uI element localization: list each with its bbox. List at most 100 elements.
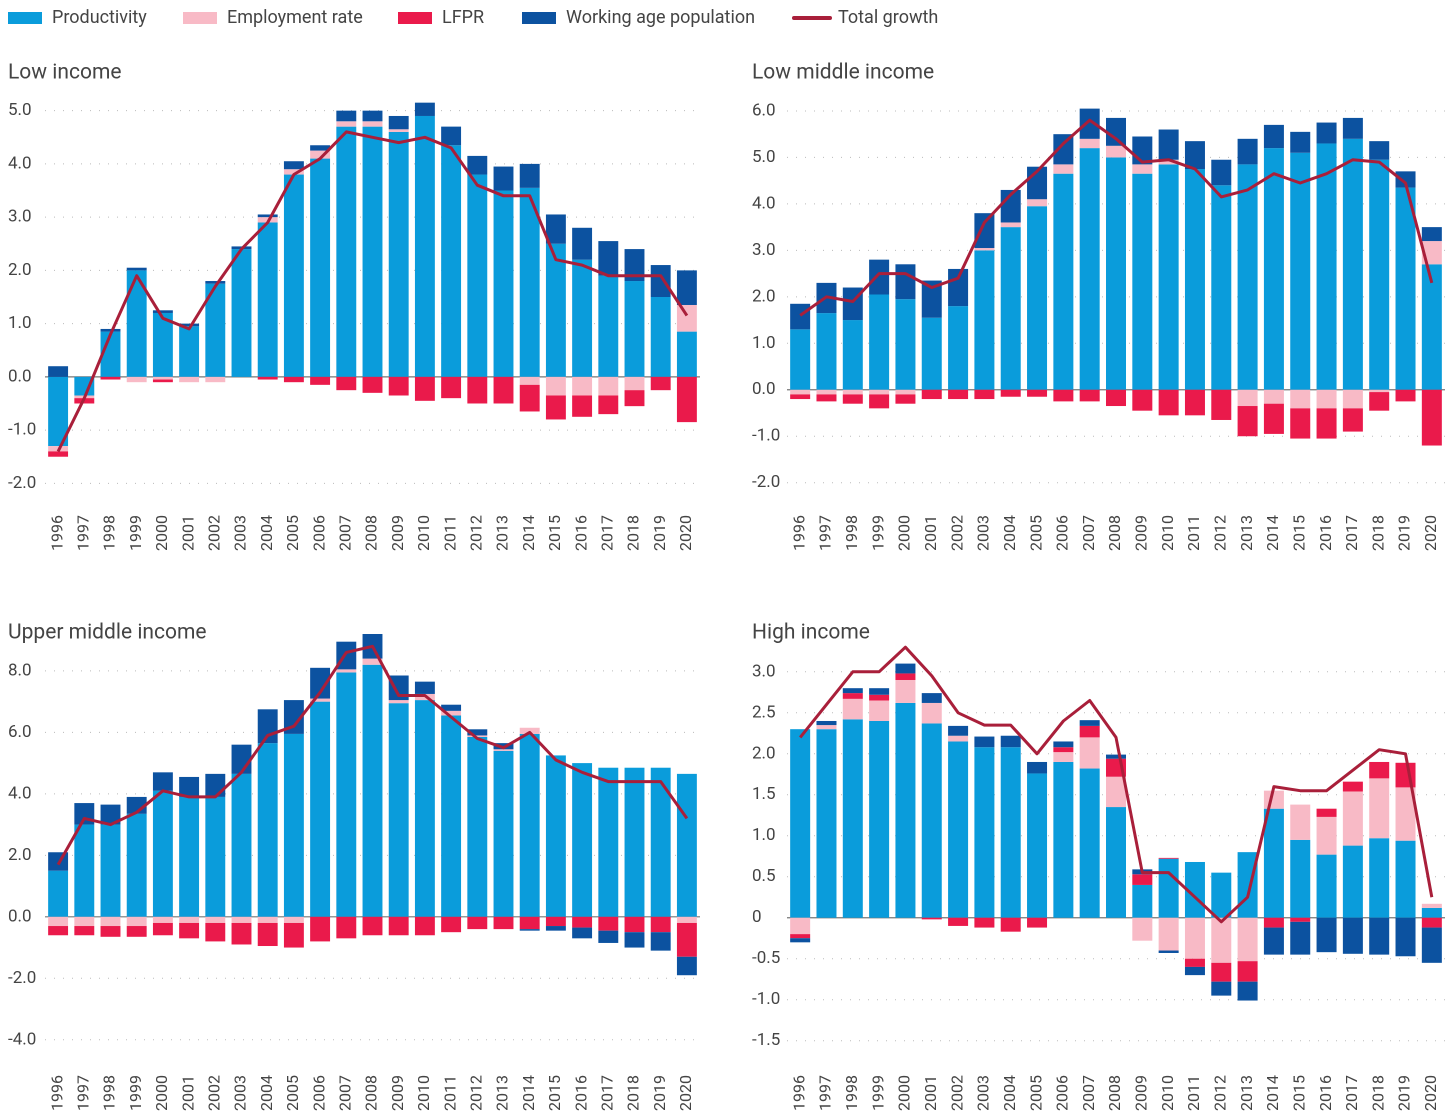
bar-segment xyxy=(388,131,409,377)
bar-segment xyxy=(179,922,200,939)
bar-segment xyxy=(1158,159,1179,165)
legend-swatch xyxy=(183,12,217,24)
bar-segment xyxy=(1421,927,1442,963)
bar-segment xyxy=(283,161,304,170)
bar-segment xyxy=(1263,148,1284,390)
bar-segment xyxy=(205,773,226,797)
bar-segment xyxy=(1290,917,1311,922)
x-tick-label: 1996 xyxy=(789,1075,808,1111)
bar-segment xyxy=(974,248,995,251)
bar-segment xyxy=(1000,747,1021,918)
bar-segment xyxy=(1290,804,1311,840)
bar-segment xyxy=(1158,164,1179,390)
bar-segment xyxy=(336,110,357,122)
bar-segment xyxy=(1369,761,1390,779)
bar-segment xyxy=(545,916,566,927)
x-tick-label: 2007 xyxy=(336,1075,355,1111)
bar-segment xyxy=(493,190,514,377)
bar-segment xyxy=(283,733,304,917)
bar-segment xyxy=(598,241,619,276)
x-tick-label: 2011 xyxy=(440,515,459,551)
bar-segment xyxy=(1316,816,1337,855)
bar-segment xyxy=(790,394,811,400)
bar-segment xyxy=(974,747,995,918)
x-tick-label: 2012 xyxy=(467,515,486,551)
bar-segment xyxy=(152,790,173,917)
bar-segment xyxy=(1053,164,1074,174)
bar-segment xyxy=(179,916,200,923)
bar-segment xyxy=(519,929,540,931)
x-tick-label: 2009 xyxy=(388,1075,407,1111)
bar-segment xyxy=(1342,791,1363,846)
x-tick-label: 2016 xyxy=(571,515,590,551)
bar-segment xyxy=(1369,778,1390,839)
x-tick-label: 2006 xyxy=(309,1075,328,1111)
bar-segment xyxy=(519,916,540,930)
x-tick-label: 2014 xyxy=(1263,515,1282,551)
bar-segment xyxy=(362,658,383,665)
bar-segment xyxy=(519,376,540,385)
bar-segment xyxy=(1184,389,1205,416)
bar-segment xyxy=(1184,141,1205,170)
bar-segment xyxy=(441,704,462,711)
bar-segment xyxy=(598,767,619,917)
y-tick-label: 0.5 xyxy=(752,866,776,886)
bar-segment xyxy=(869,694,890,701)
legend-label: Total growth xyxy=(838,7,938,28)
bar-segment xyxy=(310,916,331,942)
bar-segment xyxy=(869,389,890,395)
bar-segment xyxy=(1342,408,1363,432)
bar-segment xyxy=(1421,264,1442,390)
x-tick-label: 2004 xyxy=(1000,1075,1019,1111)
x-tick-label: 2005 xyxy=(1026,1075,1045,1111)
x-tick-label: 2004 xyxy=(257,515,276,551)
legend-swatch xyxy=(522,12,556,24)
bar-segment xyxy=(869,294,890,390)
bar-segment xyxy=(572,763,593,917)
x-tick-label: 2008 xyxy=(1105,515,1124,551)
bar-segment xyxy=(1263,403,1284,434)
bar-segment xyxy=(816,313,837,390)
y-tick-label: 2.0 xyxy=(8,260,32,280)
y-tick-label: 3.0 xyxy=(8,207,32,227)
x-tick-label: 1999 xyxy=(868,1075,887,1111)
x-tick-label: 2013 xyxy=(493,1075,512,1111)
bar-segment xyxy=(948,389,969,400)
bar-segment xyxy=(842,389,863,395)
bar-segment xyxy=(816,725,837,730)
bar-segment xyxy=(1079,148,1100,390)
bar-segment xyxy=(869,259,890,295)
bar-segment xyxy=(1263,790,1284,809)
bar-segment xyxy=(1105,807,1127,918)
bar-segment xyxy=(100,926,121,937)
bar-segment xyxy=(1395,840,1416,918)
x-tick-label: 2003 xyxy=(231,1075,250,1111)
bar-segment xyxy=(283,376,304,383)
bar-segment xyxy=(310,667,331,699)
bar-segment xyxy=(1237,389,1258,407)
bar-segment xyxy=(1105,389,1127,407)
x-tick-label: 2015 xyxy=(1289,515,1308,551)
x-tick-label: 2020 xyxy=(676,1075,695,1111)
bar-segment xyxy=(895,389,916,395)
x-tick-label: 2019 xyxy=(650,515,669,551)
bar-segment xyxy=(545,243,566,377)
bar-segment xyxy=(1027,199,1048,207)
bar-segment xyxy=(152,772,173,791)
bar-segment xyxy=(1290,131,1311,153)
x-tick-label: 1997 xyxy=(816,1075,835,1111)
bar-segment xyxy=(100,804,121,825)
bar-segment xyxy=(624,932,645,948)
bar-segment xyxy=(1053,761,1074,918)
bar-segment xyxy=(493,749,514,751)
bar-segment xyxy=(1237,981,1258,1001)
bar-segment xyxy=(1158,950,1179,953)
bar-segment xyxy=(921,702,942,724)
y-tick-label: -2.0 xyxy=(752,472,780,492)
legend-label: LFPR xyxy=(442,7,484,28)
bar-segment xyxy=(152,379,173,383)
bar-segment xyxy=(362,664,383,917)
x-tick-label: 2007 xyxy=(1079,515,1098,551)
bar-segment xyxy=(231,773,252,917)
